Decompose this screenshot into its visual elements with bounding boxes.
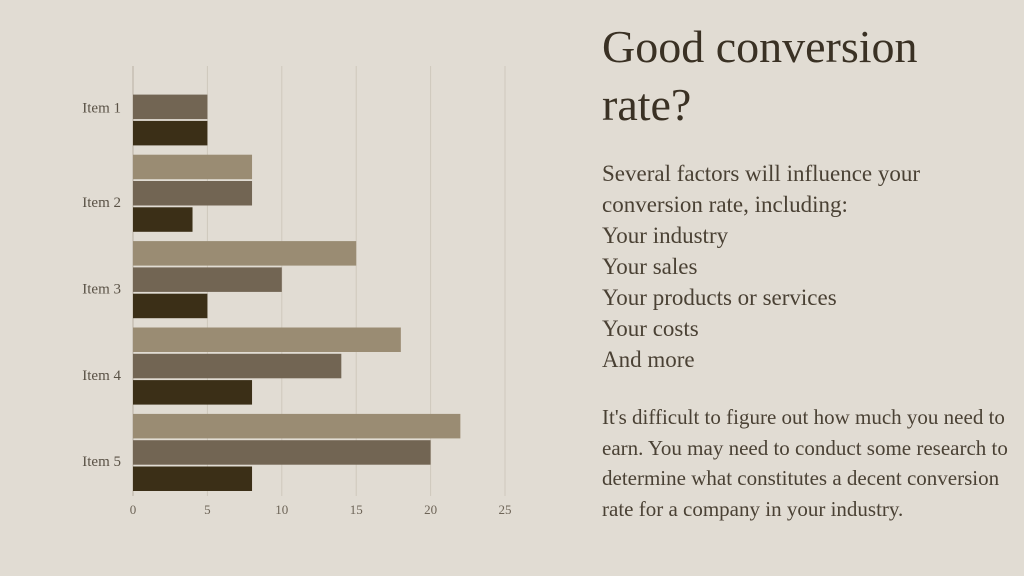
bar-item-2-series-2 [133,181,253,206]
intro-text: Several factors will influence your conv… [602,161,921,217]
bar-item-4-series-1 [133,327,401,352]
closing-text: It's difficult to figure out how much yo… [602,405,1008,521]
category-label: Item 2 [82,195,121,211]
bar-item-2-series-1 [133,154,253,180]
bar-item-3-series-3 [133,293,208,319]
category-label: Item 5 [82,454,121,470]
category-label: Item 1 [82,101,121,117]
factor-item: And more [602,347,695,372]
x-tick-label: 10 [275,502,288,517]
bar-item-5-series-3 [133,466,253,491]
bar-item-1-series-2 [133,94,208,120]
category-label: Item 4 [82,368,121,384]
bar-item-3-series-2 [133,267,282,292]
chart-svg: Item 1 Item 2 Item 3 Item 4 Item 5 0 5 10 15 20 25 [82,66,512,517]
bar-item-4-series-2 [133,353,342,379]
text-panel: Good conversion rate? Several factors wi… [602,18,1012,524]
page-title: Good conversion rate? [602,21,918,130]
bar-item-5-series-2 [133,440,431,465]
x-tick-label: 20 [424,502,437,517]
factor-list: Your industry Your sales Your products o… [602,220,1012,375]
x-tick-label: 5 [204,502,211,517]
factor-item: Your products or services [602,285,837,310]
bar-item-2-series-3 [133,207,193,232]
x-tick-label: 0 [130,502,137,517]
factor-item: Your industry [602,223,729,248]
bar-item-3-series-1 [133,241,357,266]
bar-item-1-series-3 [133,120,208,146]
bar-item-4-series-3 [133,380,253,405]
factor-item: Your costs [602,316,699,341]
x-tick-label: 25 [499,502,512,517]
category-label: Item 3 [82,281,121,297]
factor-item: Your sales [602,254,698,279]
x-tick-label: 15 [350,502,363,517]
bar-chart: Item 1 Item 2 Item 3 Item 4 Item 5 0 5 10 15 20 25 [82,66,512,517]
bar-item-5-series-1 [133,413,461,439]
